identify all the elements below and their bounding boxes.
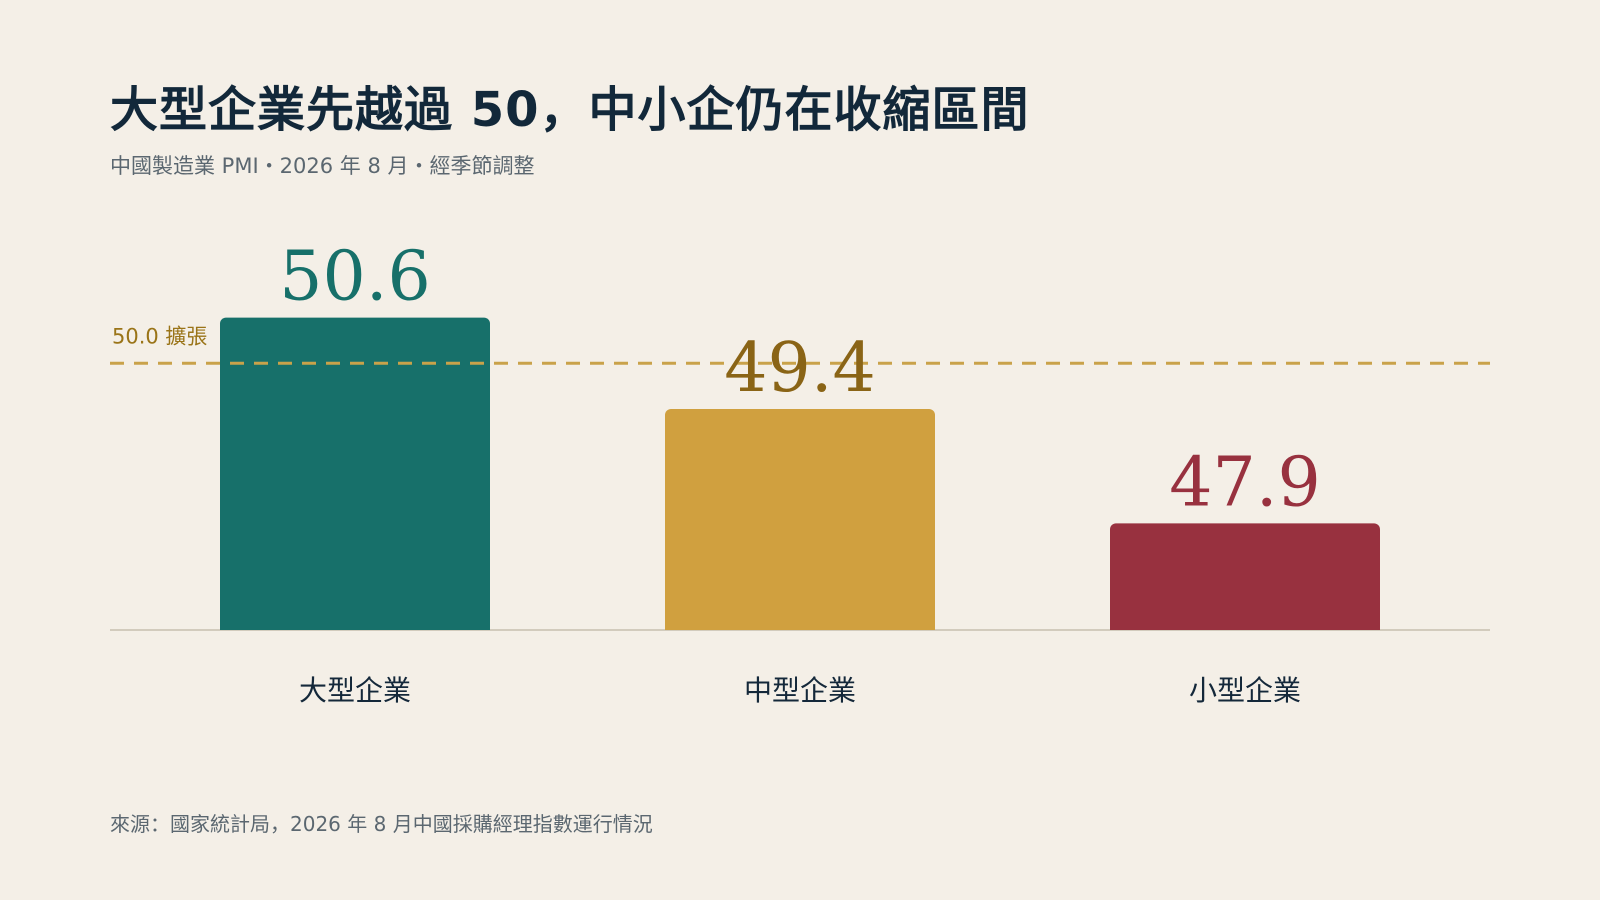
value-label-2: 49.4 bbox=[724, 329, 875, 408]
bar-2 bbox=[665, 409, 935, 630]
bar-3 bbox=[1110, 523, 1380, 630]
reference-line-label: 50.0 擴張 bbox=[112, 324, 207, 348]
bar-1-base bbox=[220, 622, 490, 630]
bar-3-base bbox=[1110, 622, 1380, 630]
chart-subtitle: 中國製造業 PMI・2026 年 8 月・經季節調整 bbox=[110, 154, 535, 178]
bar-2-base bbox=[665, 622, 935, 630]
category-label-1: 大型企業 bbox=[299, 674, 411, 707]
chart-title: 大型企業先越過 50，中小企仍在收縮區間 bbox=[110, 82, 1030, 138]
source-note: 來源：國家統計局，2026 年 8 月中國採購經理指數運行情況 bbox=[110, 812, 653, 836]
bar-1 bbox=[220, 317, 490, 630]
labels-layer: 50.6 大型企業 49.4 中型企業 47.9 小型企業 bbox=[279, 238, 1320, 707]
value-label-3: 47.9 bbox=[1169, 443, 1320, 522]
bars-layer bbox=[110, 317, 1490, 631]
category-label-3: 小型企業 bbox=[1189, 674, 1301, 707]
value-label-1: 50.6 bbox=[279, 238, 430, 317]
category-label-2: 中型企業 bbox=[744, 674, 856, 707]
reference-layer: 50.0 擴張 bbox=[110, 324, 1490, 365]
